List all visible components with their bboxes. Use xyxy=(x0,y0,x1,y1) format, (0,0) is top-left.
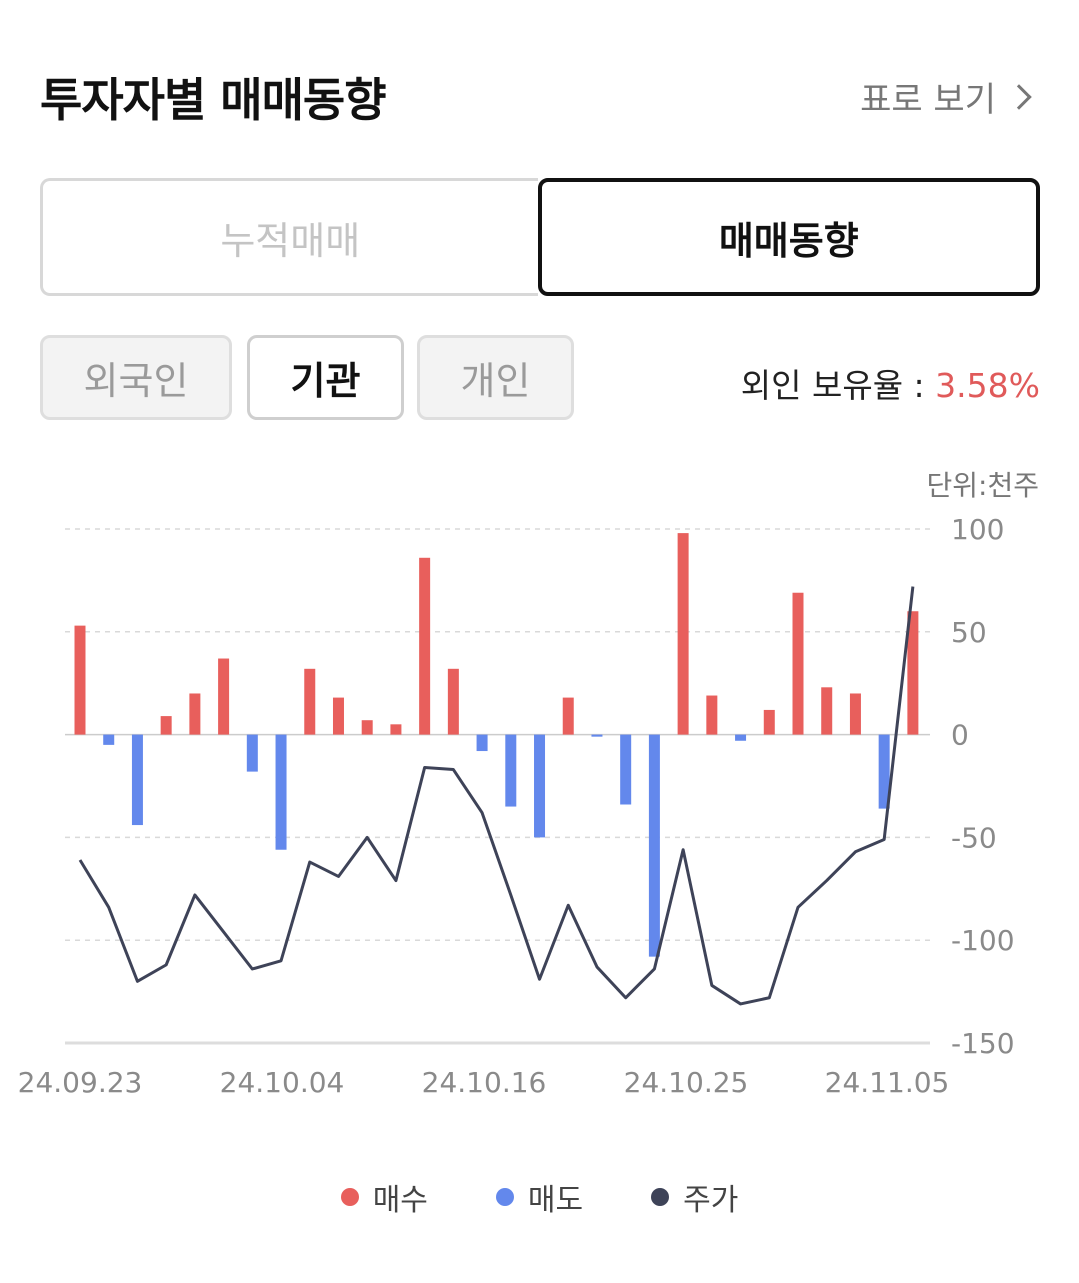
buy-bar xyxy=(792,592,804,735)
sell-bar xyxy=(246,734,258,772)
sell-bar xyxy=(534,734,546,838)
sell-bar xyxy=(131,734,143,826)
sell-bar xyxy=(103,734,115,745)
view-table-link[interactable]: 표로 보기 xyxy=(860,72,1040,121)
section-header: 투자자별 매매동향 표로 보기 xyxy=(40,58,1040,128)
main-tabs: 누적매매 매매동향 xyxy=(40,178,1040,296)
tab-trading-trend[interactable]: 매매동향 xyxy=(537,178,1040,296)
buy-bar xyxy=(562,697,574,735)
trading-trend-chart: 100 50 0 -50 -100 -150 24.09.23 24.10.04 24.10.1… xyxy=(18,513,1015,1099)
sell-bar xyxy=(648,734,660,957)
legend-price-dot xyxy=(651,1188,670,1206)
filter-individual[interactable]: 개인 xyxy=(417,335,574,420)
legend-buy-dot xyxy=(340,1188,359,1206)
buy-bar xyxy=(907,611,919,735)
y-tick-label: 0 xyxy=(951,719,969,752)
legend-price-label: 주가 xyxy=(683,1183,739,1218)
legend-price: 주가 xyxy=(651,1175,738,1219)
buy-bar xyxy=(160,716,172,735)
price-line xyxy=(78,586,915,1006)
buy-bar xyxy=(218,658,230,735)
buy-bar xyxy=(706,695,718,735)
buy-bar xyxy=(849,693,861,735)
sell-bar xyxy=(476,734,488,752)
legend-buy: 매수 xyxy=(340,1175,428,1219)
x-tick-label: 24.10.04 xyxy=(220,1066,345,1099)
buy-bar xyxy=(763,709,775,735)
y-tick-label: 50 xyxy=(951,616,987,649)
buy-bar xyxy=(304,668,316,735)
y-tick-label: -150 xyxy=(951,1027,1015,1060)
tab-cumulative[interactable]: 누적매매 xyxy=(40,178,538,296)
unit-label: 단위:천주 xyxy=(926,469,1039,502)
sell-bar xyxy=(591,734,603,737)
chart-legend: 매수 매도 주가 xyxy=(0,1175,1079,1219)
sell-bar xyxy=(620,734,632,805)
view-table-label: 표로 보기 xyxy=(860,80,996,120)
y-tick-label: 100 xyxy=(951,513,1004,546)
sell-bar xyxy=(275,734,287,850)
buy-bar xyxy=(447,668,459,735)
legend-sell-dot xyxy=(495,1188,514,1206)
buy-bar xyxy=(419,557,431,735)
y-tick-label: -50 xyxy=(951,821,997,854)
legend-sell-label: 매도 xyxy=(527,1183,584,1218)
buy-bar xyxy=(332,697,344,735)
buy-bar xyxy=(677,533,689,735)
foreign-ownership: 외인 보유율 : 3.58% xyxy=(741,359,1040,407)
x-tick-label: 24.10.16 xyxy=(422,1066,547,1099)
foreign-ownership-value: 3.58% xyxy=(935,366,1040,405)
x-tick-label: 24.10.25 xyxy=(624,1066,749,1099)
x-tick-label: 24.09.23 xyxy=(18,1066,143,1099)
sell-bar xyxy=(735,734,747,741)
buy-bar xyxy=(189,693,201,735)
buy-bar xyxy=(74,625,86,735)
buy-bar xyxy=(390,724,402,735)
x-tick-label: 24.11.05 xyxy=(825,1066,950,1099)
y-tick-label: -100 xyxy=(951,924,1015,957)
sell-bar xyxy=(505,734,517,807)
chevron-right-icon xyxy=(1006,83,1032,110)
legend-sell: 매도 xyxy=(495,1175,584,1219)
investor-filter: 외국인 기관 개인 외인 보유율 : 3.58% xyxy=(40,335,1040,420)
page-title: 투자자별 매매동향 xyxy=(40,73,387,127)
foreign-ownership-label: 외인 보유율 : xyxy=(740,366,936,405)
sell-bar xyxy=(878,734,890,809)
filter-institution[interactable]: 기관 xyxy=(247,335,404,420)
buy-bar xyxy=(361,720,373,735)
legend-buy-label: 매수 xyxy=(372,1183,428,1218)
buy-bar xyxy=(821,687,833,735)
filter-foreign[interactable]: 외국인 xyxy=(40,335,232,420)
